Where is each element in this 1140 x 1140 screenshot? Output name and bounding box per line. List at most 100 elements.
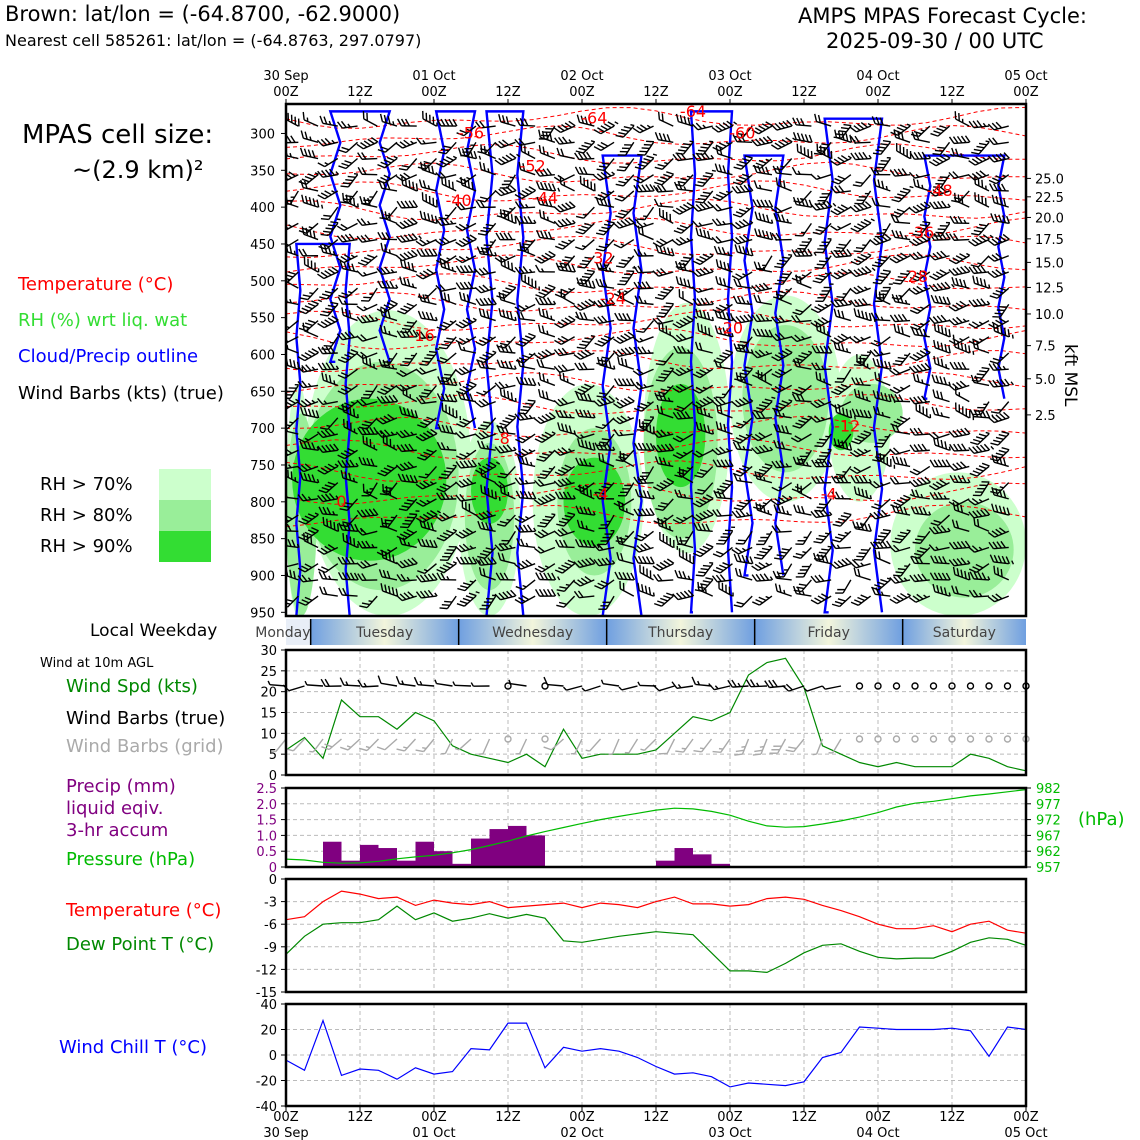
upper-air-barb	[811, 362, 832, 371]
upper-air-barb	[987, 121, 1009, 131]
upper-air-barb	[849, 448, 871, 458]
upper-air-barb	[712, 190, 733, 201]
cross-section	[286, 106, 1026, 616]
upper-air-barb	[697, 322, 714, 338]
kft-tick-label: 7.5	[1035, 340, 1056, 355]
temperature-contour-label: -28	[902, 267, 928, 286]
temperature-contour	[286, 235, 1026, 259]
upper-air-barb	[714, 479, 734, 495]
upper-air-barb	[909, 303, 931, 315]
temperature-contour	[286, 309, 1026, 331]
upper-air-barb	[949, 361, 970, 370]
upper-air-barb	[594, 335, 615, 347]
cloud-legend-label: Cloud/Precip outline	[18, 346, 199, 367]
upper-air-barb	[297, 463, 319, 473]
upper-air-barb	[712, 303, 733, 314]
upper-air-barb	[909, 348, 931, 362]
upper-air-barb	[993, 565, 1010, 581]
upper-air-barb	[318, 571, 338, 581]
upper-air-barb	[871, 586, 891, 597]
precip-bar	[323, 841, 342, 867]
upper-air-barb	[536, 359, 555, 370]
calm-wind-circle	[948, 682, 956, 690]
upper-air-barb	[320, 218, 341, 237]
upper-air-barb	[889, 544, 911, 553]
upper-air-barb	[438, 336, 457, 350]
upper-air-barb	[751, 411, 772, 420]
upper-air-barb	[834, 368, 852, 383]
upper-air-barb	[932, 437, 951, 451]
y-tick-label: 2.0	[256, 798, 277, 813]
upper-air-barb	[435, 512, 457, 522]
upper-air-barb	[773, 504, 792, 516]
weekday-label: Thursday	[647, 625, 713, 641]
upper-air-barb	[474, 284, 496, 294]
pressure-label: Pressure (hPa)	[66, 849, 196, 870]
upper-air-barb	[930, 125, 950, 137]
upper-air-barb	[574, 166, 595, 176]
upper-air-barb	[753, 294, 773, 306]
panel-frame	[284, 786, 1028, 869]
upper-air-barb	[889, 313, 911, 323]
upper-air-barb	[869, 349, 891, 357]
upper-air-barb	[933, 355, 950, 370]
precip-bar	[508, 825, 527, 867]
upper-air-barb	[595, 482, 615, 495]
upper-air-barb	[931, 374, 951, 387]
upper-air-barb	[968, 156, 990, 166]
upper-air-barb	[475, 120, 496, 129]
upper-air-barb	[298, 319, 319, 332]
upper-air-barb	[397, 302, 418, 315]
upper-air-barb	[695, 227, 713, 241]
upper-air-barb	[575, 408, 596, 419]
weekday-bar: Monday Tuesday Wednesday Thursday Friday Satu…	[255, 619, 1026, 645]
upper-air-barb	[735, 372, 753, 387]
upper-air-barb	[535, 284, 556, 299]
upper-air-barb	[968, 234, 994, 247]
upper-air-barb	[358, 456, 378, 468]
upper-air-barb	[735, 530, 753, 545]
weekday-segment	[902, 619, 1026, 645]
upper-air-barb	[830, 541, 851, 550]
calm-wind-circle-grid	[855, 735, 864, 743]
surface-wind-barb-grid	[712, 738, 731, 754]
upper-air-barb	[356, 314, 379, 324]
precip-bar	[656, 860, 675, 867]
surface-wind-barb	[470, 682, 490, 687]
upper-air-barb	[613, 396, 635, 409]
upper-air-barb	[893, 129, 911, 143]
upper-air-barb	[908, 251, 930, 261]
upper-air-barb	[891, 229, 911, 241]
upper-air-barb	[419, 161, 437, 176]
upper-air-barb	[439, 259, 457, 273]
upper-air-barb	[655, 244, 675, 257]
upper-air-barb	[715, 276, 733, 289]
pressure-tick-label: 967	[1036, 829, 1061, 844]
upper-air-barb	[515, 332, 536, 347]
upper-air-barb	[632, 124, 654, 134]
temperature-contour-label: -12	[834, 417, 860, 436]
upper-air-barb	[869, 509, 891, 520]
upper-air-barb	[302, 322, 319, 338]
upper-air-barb	[753, 545, 773, 560]
upper-air-barb	[811, 459, 833, 468]
surface-wind-barb-grid	[828, 738, 842, 754]
calm-wind-circle-grid	[892, 735, 901, 743]
calm-wind-circle	[541, 682, 549, 690]
pressure-tick-label: 450	[250, 238, 275, 253]
upper-air-barb	[298, 512, 319, 525]
upper-air-barb	[850, 135, 871, 144]
upper-air-barb	[816, 143, 833, 160]
calm-wind-circle-grid	[874, 735, 882, 743]
upper-air-barb	[909, 465, 931, 476]
upper-air-barb	[949, 474, 971, 484]
upper-air-barb	[932, 141, 951, 156]
upper-air-barb	[948, 461, 970, 472]
upper-air-barb	[537, 324, 556, 338]
upper-air-barb	[715, 146, 733, 160]
upper-air-barb	[317, 168, 340, 178]
upper-air-barb	[853, 388, 871, 403]
upper-air-barb	[515, 117, 536, 127]
upper-air-barb	[654, 592, 675, 607]
upper-air-barb	[455, 556, 482, 565]
